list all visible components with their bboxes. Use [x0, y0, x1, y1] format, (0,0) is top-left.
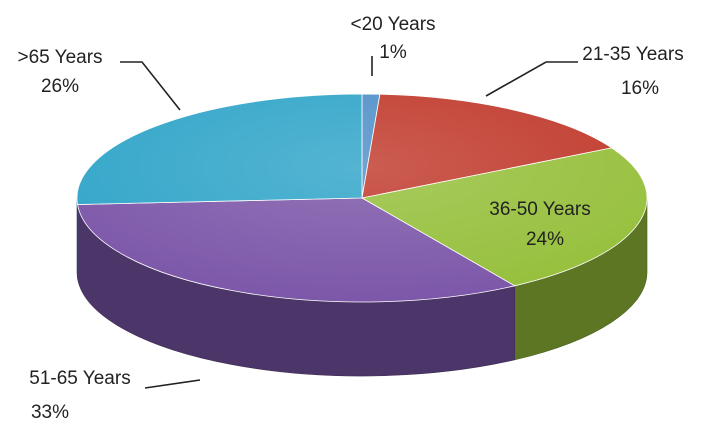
leader-line-51-65-years [144, 379, 201, 389]
slice-percent-51-65-years: 33% [31, 402, 69, 423]
slice-label-36-50-years: 36-50 Years [489, 199, 590, 220]
slice-percent--65-years: 26% [41, 76, 79, 97]
slice-label-51-65-years: 51-65 Years [29, 368, 130, 389]
pie-slice--65-years [76, 93, 363, 205]
pie-side--65-years [76, 197, 78, 279]
slice-percent-36-50-years: 24% [526, 229, 564, 250]
slice-percent-21-35-years: 16% [621, 78, 659, 99]
leader-line-21-35-years [485, 61, 578, 97]
pie-tops [76, 93, 648, 303]
leader-lines [120, 56, 578, 389]
slice-labels: <20 Years 1% 21-35 Years 16% 36-50 Years 24% 5… [17, 14, 683, 423]
leader-line--65-years [120, 61, 181, 111]
slice-percent--20-years: 1% [379, 42, 407, 63]
slice-label--65-years: >65 Years [17, 47, 102, 68]
slice-label--20-years: <20 Years [350, 14, 435, 35]
slice-label-21-35-years: 21-35 Years [582, 44, 683, 65]
